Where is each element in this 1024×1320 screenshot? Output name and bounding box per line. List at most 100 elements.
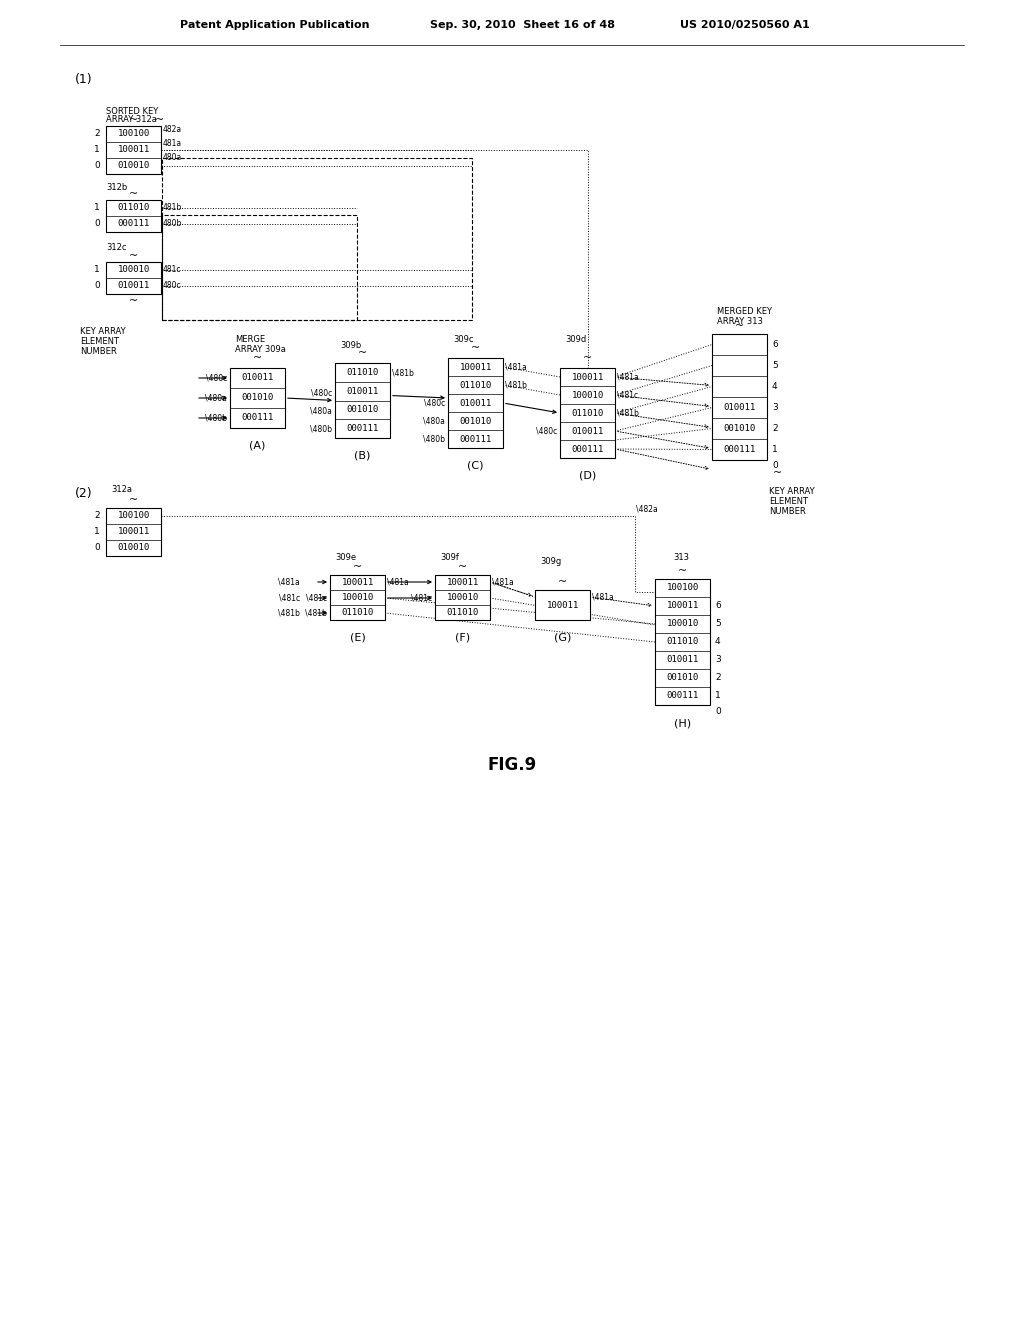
Text: ~: ~ bbox=[353, 562, 362, 572]
Bar bbox=[106, 508, 161, 556]
Text: 312b: 312b bbox=[106, 183, 127, 193]
Text: 100010: 100010 bbox=[571, 391, 603, 400]
Text: 010011: 010011 bbox=[346, 387, 379, 396]
Text: 0: 0 bbox=[772, 462, 778, 470]
Text: 100011: 100011 bbox=[547, 601, 579, 610]
Text: 100100: 100100 bbox=[118, 511, 150, 520]
Text: (2): (2) bbox=[75, 487, 92, 500]
Text: 011010: 011010 bbox=[571, 408, 603, 417]
Text: US 2010/0250560 A1: US 2010/0250560 A1 bbox=[680, 20, 810, 30]
Text: (A): (A) bbox=[249, 441, 265, 451]
Text: \480c: \480c bbox=[206, 374, 227, 383]
Bar bbox=[330, 576, 385, 620]
Text: \481b: \481b bbox=[305, 609, 327, 618]
Text: 0: 0 bbox=[94, 544, 100, 553]
Text: 4: 4 bbox=[715, 638, 721, 647]
Bar bbox=[230, 368, 285, 428]
Text: 010011: 010011 bbox=[118, 281, 150, 290]
Text: NUMBER: NUMBER bbox=[80, 347, 117, 356]
Text: ~: ~ bbox=[735, 321, 744, 331]
Text: 3: 3 bbox=[715, 656, 721, 664]
Text: 010011: 010011 bbox=[242, 374, 273, 383]
Text: \481c: \481c bbox=[411, 594, 432, 602]
Text: KEY ARRAY: KEY ARRAY bbox=[80, 327, 126, 337]
Text: \481c: \481c bbox=[306, 594, 327, 602]
Text: \481b: \481b bbox=[392, 368, 414, 378]
Text: 010011: 010011 bbox=[571, 426, 603, 436]
Text: 011010: 011010 bbox=[460, 380, 492, 389]
Text: (H): (H) bbox=[674, 718, 691, 729]
Text: 309c: 309c bbox=[453, 335, 473, 345]
Text: 010011: 010011 bbox=[460, 399, 492, 408]
Text: \481a: \481a bbox=[492, 578, 514, 586]
Text: 000111: 000111 bbox=[346, 424, 379, 433]
Text: ~: ~ bbox=[458, 562, 467, 572]
Text: 000111: 000111 bbox=[723, 445, 756, 454]
Text: 1: 1 bbox=[94, 265, 100, 275]
Bar bbox=[162, 215, 357, 319]
Text: 313: 313 bbox=[673, 553, 689, 561]
Text: (G): (G) bbox=[554, 634, 571, 643]
Text: ARRAY 312a: ARRAY 312a bbox=[106, 116, 157, 124]
Text: 100010: 100010 bbox=[446, 593, 478, 602]
Text: \481a: \481a bbox=[592, 593, 613, 602]
Text: 011010: 011010 bbox=[446, 609, 478, 616]
Text: ~: ~ bbox=[357, 348, 368, 358]
Text: 100011: 100011 bbox=[460, 363, 492, 371]
Text: 100011: 100011 bbox=[667, 602, 698, 610]
Text: (1): (1) bbox=[75, 74, 92, 87]
Text: ~: ~ bbox=[129, 251, 138, 261]
Text: (B): (B) bbox=[354, 451, 371, 461]
Text: 001010: 001010 bbox=[723, 424, 756, 433]
Text: \482a: \482a bbox=[636, 504, 657, 513]
Text: 001010: 001010 bbox=[242, 393, 273, 403]
Bar bbox=[106, 125, 161, 174]
Text: 000111: 000111 bbox=[242, 413, 273, 422]
Text: 010010: 010010 bbox=[118, 544, 150, 553]
Text: \480a: \480a bbox=[310, 407, 332, 416]
Text: 001010: 001010 bbox=[460, 417, 492, 425]
Bar bbox=[435, 576, 490, 620]
Text: 011010: 011010 bbox=[667, 638, 698, 647]
Text: 011010: 011010 bbox=[346, 368, 379, 378]
Text: 2: 2 bbox=[94, 129, 100, 139]
Text: \481b: \481b bbox=[617, 408, 639, 417]
Text: MERGED KEY: MERGED KEY bbox=[717, 308, 772, 317]
Text: 000111: 000111 bbox=[667, 692, 698, 701]
Text: 481a: 481a bbox=[163, 140, 182, 149]
Text: ARRAY 313: ARRAY 313 bbox=[717, 318, 763, 326]
Text: 482a: 482a bbox=[163, 124, 182, 133]
Text: \481b: \481b bbox=[505, 380, 527, 389]
Text: 312a: 312a bbox=[111, 486, 132, 495]
Text: \481a: \481a bbox=[505, 363, 526, 371]
Text: 100010: 100010 bbox=[341, 593, 374, 602]
Text: \480b: \480b bbox=[310, 425, 332, 433]
Text: 100011: 100011 bbox=[118, 145, 150, 154]
Text: \481a: \481a bbox=[617, 372, 639, 381]
Text: 5: 5 bbox=[772, 360, 778, 370]
Text: 011010: 011010 bbox=[118, 203, 150, 213]
Text: 100010: 100010 bbox=[118, 265, 150, 275]
Text: 0: 0 bbox=[94, 219, 100, 228]
Text: 480b: 480b bbox=[163, 219, 182, 228]
Bar bbox=[162, 158, 472, 319]
Text: 312c: 312c bbox=[106, 243, 127, 252]
Text: 010010: 010010 bbox=[118, 161, 150, 170]
Text: FIG.9: FIG.9 bbox=[487, 756, 537, 774]
Text: 3: 3 bbox=[772, 403, 778, 412]
Text: 481b: 481b bbox=[163, 203, 182, 213]
Text: 000111: 000111 bbox=[118, 219, 150, 228]
Text: (E): (E) bbox=[349, 634, 366, 643]
Text: 6: 6 bbox=[715, 602, 721, 610]
Text: 1: 1 bbox=[94, 203, 100, 213]
Text: 010011: 010011 bbox=[723, 403, 756, 412]
Text: ARRAY 309a: ARRAY 309a bbox=[234, 346, 286, 355]
Text: \481a: \481a bbox=[279, 578, 300, 586]
Bar bbox=[535, 590, 590, 620]
Text: ~: ~ bbox=[583, 352, 592, 363]
Text: 480a: 480a bbox=[163, 153, 182, 162]
Text: ELEMENT: ELEMENT bbox=[769, 498, 808, 507]
Text: \481b: \481b bbox=[279, 609, 300, 618]
Bar bbox=[449, 358, 503, 447]
Text: (F): (F) bbox=[455, 634, 470, 643]
